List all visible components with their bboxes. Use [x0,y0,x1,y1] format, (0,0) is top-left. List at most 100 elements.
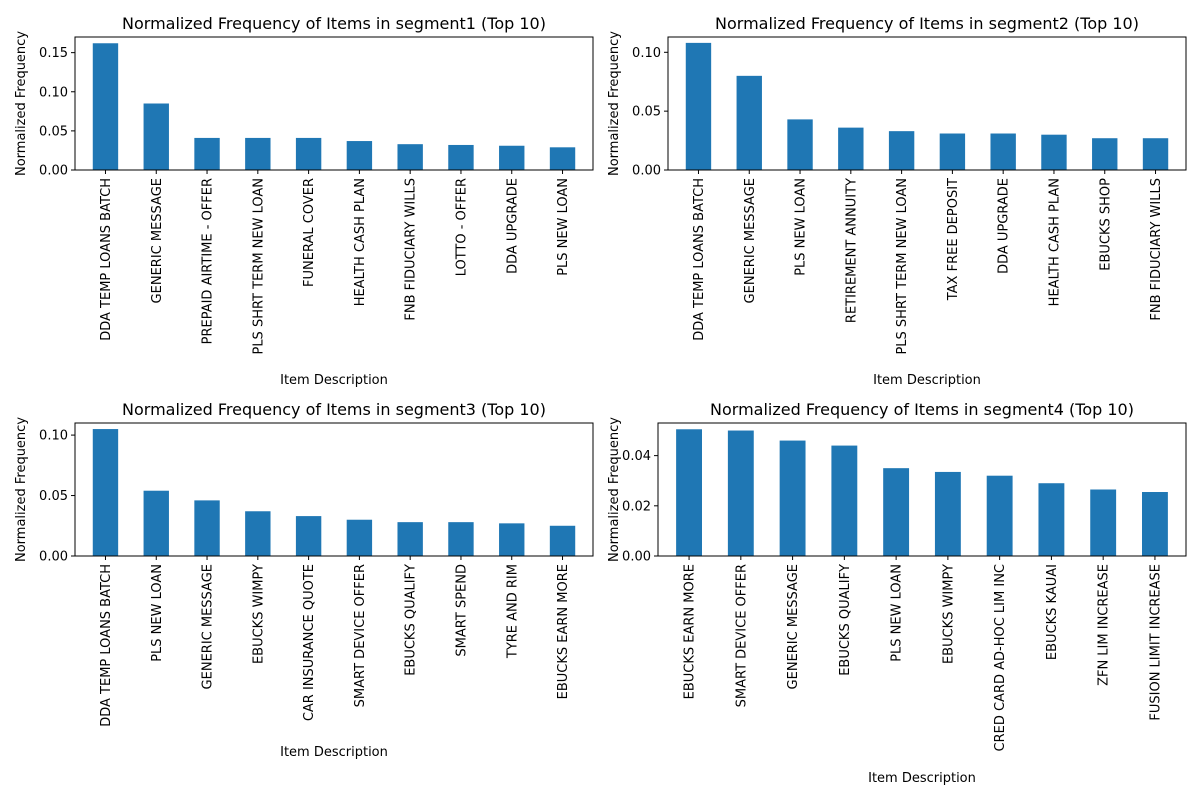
x-tick-label-4-3: GENERIC MESSAGE [786,564,801,689]
bar-1-5 [295,137,322,170]
bar-4-8 [1038,483,1065,556]
bar-4-5 [883,468,910,556]
x-axis-label-4: Item Description [868,771,976,786]
x-tick-label-1-9: DDA UPGRADE [505,178,520,274]
x-tick-label-2-1: DDA TEMP LOANS BATCH [692,178,707,341]
chart-panel-3: 0.00 0.05 0.10 DDA TEMP LOANS BATCH PLS NEW … [14,400,594,760]
y-tick-label-3-1: 0.00 [39,550,68,565]
bar-2-9 [1092,138,1118,170]
bar-1-2 [143,103,169,170]
bar-3-10 [549,525,576,556]
y-axis-label-3: Normalized Frequency [14,417,29,562]
x-tick-label-4-2: SMART DEVICE OFFER [734,564,749,707]
x-tick-label-3-10: EBUCKS EARN MORE [556,564,571,699]
bar-2-8 [1041,134,1067,170]
x-tick-label-4-10: FUSION LIMIT INCREASE [1148,564,1163,721]
y-tick-label-4-2: 0.02 [622,499,651,514]
y-axis-label-4: Normalized Frequency [607,417,622,562]
bar-3-5 [295,516,322,556]
x-tick-label-4-6: EBUCKS WIMPY [941,564,956,664]
x-tick-label-2-9: EBUCKS SHOP [1098,178,1113,271]
x-tick-label-3-2: PLS NEW LOAN [150,564,165,662]
bar-3-8 [448,522,474,556]
bar-2-6 [939,133,966,170]
bar-1-4 [245,137,271,170]
bar-2-1 [685,42,712,170]
x-tick-label-3-1: DDA TEMP LOANS BATCH [99,564,114,727]
bar-1-9 [499,145,525,170]
bar-4-6 [934,471,961,556]
bar-3-7 [397,522,423,556]
chart-title-4: Normalized Frequency of Items in segment… [710,400,1134,419]
bar-3-2 [143,490,169,556]
x-tick-label-3-8: SMART SPEND [454,564,469,657]
bar-3-6 [346,519,373,556]
y-tick-label-4-3: 0.04 [622,449,651,464]
x-axis-label-3: Item Description [280,745,388,760]
chart-title-3: Normalized Frequency of Items in segment… [122,400,546,419]
x-tick-label-3-9: TYRE AND RIM [505,564,520,659]
axes-frame-4 [657,422,1187,557]
chart-panel-1: 0.00 0.05 0.10 0.15 DDA TEMP LOANS BATCH GENE… [14,14,594,388]
bar-1-3 [194,137,220,170]
bar-2-7 [990,133,1016,170]
y-axis-label-1: Normalized Frequency [14,31,29,176]
y-axis-label-2: Normalized Frequency [607,31,622,176]
x-tick-label-1-10: PLS NEW LOAN [556,178,571,276]
x-axis-label-2: Item Description [873,373,981,388]
x-tick-label-1-8: LOTTO - OFFER [454,178,469,276]
x-tick-label-2-3: PLS NEW LOAN [794,178,809,276]
bar-2-4 [838,127,864,170]
x-tick-label-1-4: PLS SHRT TERM NEW LOAN [251,178,266,355]
bar-4-9 [1090,489,1117,556]
y-tick-label-3-2: 0.05 [39,489,68,504]
x-tick-label-2-4: RETIREMENT ANNUITY [844,178,859,323]
axes-frame-3 [74,422,594,557]
chart-title-1: Normalized Frequency of Items in segment… [122,14,546,33]
x-tick-label-3-7: EBUCKS QUALIFY [404,564,419,676]
bar-2-5 [888,131,915,170]
bar-1-7 [397,144,423,170]
x-axis-label-1: Item Description [280,373,388,388]
axes-frame-1 [74,36,594,171]
x-tick-label-1-2: GENERIC MESSAGE [150,178,165,303]
x-tick-label-2-8: HEALTH CASH PLAN [1047,178,1062,306]
bar-2-2 [736,75,762,170]
bar-2-10 [1142,138,1169,170]
chart-panel-2: 0.00 0.05 0.10 DDA TEMP LOANS BATCH GENERIC … [607,14,1187,388]
bar-4-4 [831,445,858,556]
x-tick-label-2-10: FNB FIDUCIARY WILLS [1149,178,1164,321]
y-tick-label-4-1: 0.00 [622,550,651,565]
bar-1-10 [549,147,576,170]
bar-3-4 [245,511,271,556]
y-tick-label-2-2: 0.05 [632,105,661,120]
chart-title-2: Normalized Frequency of Items in segment… [715,14,1139,33]
x-tick-label-1-1: DDA TEMP LOANS BATCH [99,178,114,341]
bar-4-3 [779,440,806,556]
x-tick-label-1-5: FUNERAL COVER [302,178,317,287]
x-tick-label-4-9: ZFN LIM INCREASE [1097,564,1112,686]
bar-3-9 [499,523,525,556]
bar-1-8 [448,144,474,170]
bar-4-2 [727,430,754,556]
x-tick-label-4-4: EBUCKS QUALIFY [838,564,853,676]
x-tick-label-4-7: CRED CARD AD-HOC LIM INC [993,564,1008,751]
x-tick-label-2-2: GENERIC MESSAGE [743,178,758,303]
y-tick-label-2-3: 0.10 [632,46,661,61]
x-tick-label-1-6: HEALTH CASH PLAN [353,178,368,306]
x-tick-label-1-3: PREPAID AIRTIME - OFFER [201,178,216,344]
x-tick-label-2-5: PLS SHRT TERM NEW LOAN [895,178,910,355]
x-tick-label-3-4: EBUCKS WIMPY [251,564,266,664]
axes-frame-2 [667,36,1187,171]
x-tick-label-3-6: SMART DEVICE OFFER [353,564,368,707]
x-tick-label-1-7: FNB FIDUCIARY WILLS [404,178,419,321]
y-tick-label-1-2: 0.05 [39,124,68,139]
bar-1-1 [92,43,119,171]
x-tick-label-3-3: GENERIC MESSAGE [201,564,216,689]
bar-4-1 [676,429,702,556]
bar-3-1 [92,429,119,556]
x-tick-label-3-5: CAR INSURANCE QUOTE [302,564,317,721]
y-tick-label-1-1: 0.00 [39,164,68,179]
x-tick-label-2-7: DDA UPGRADE [997,178,1012,274]
